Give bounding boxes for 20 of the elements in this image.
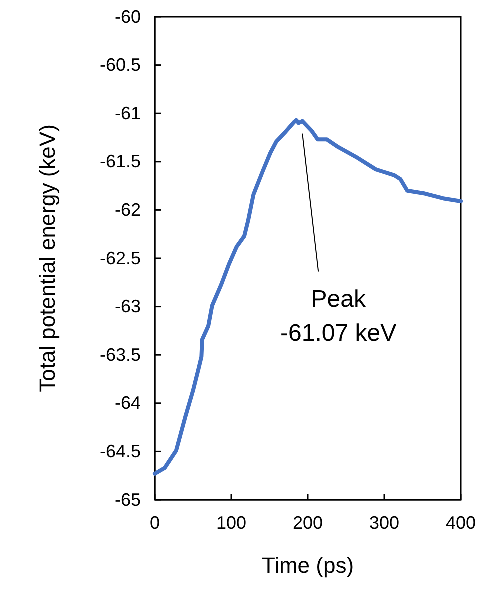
y-tick-label: -61.5 [100,152,141,172]
x-axis-title: Time (ps) [262,553,354,578]
x-tick-label: 100 [216,512,247,533]
line-series [153,118,463,476]
annotation: Peak -61.07 keV [280,286,397,347]
x-tick-label: 400 [446,512,476,533]
x-tick-label: 200 [292,512,324,533]
y-axis-title: Total potential energy (keV) [35,124,60,392]
y-tick-label: -65 [114,490,141,510]
y-tick-label: -62 [114,200,141,220]
y-tick-label: -62.5 [100,248,141,268]
y-tick-label: -60.5 [100,55,141,76]
y-tick-label: -61 [114,103,141,124]
x-tick-label: 0 [150,512,160,533]
y-tick-label: -64.5 [100,441,141,462]
y-tick-label: -63.5 [100,344,141,365]
y-tick-label: -64 [114,393,141,414]
y-tick-label: -60 [114,6,141,27]
y-tick-label: -63 [114,296,141,317]
x-tick-label: 300 [369,512,400,533]
